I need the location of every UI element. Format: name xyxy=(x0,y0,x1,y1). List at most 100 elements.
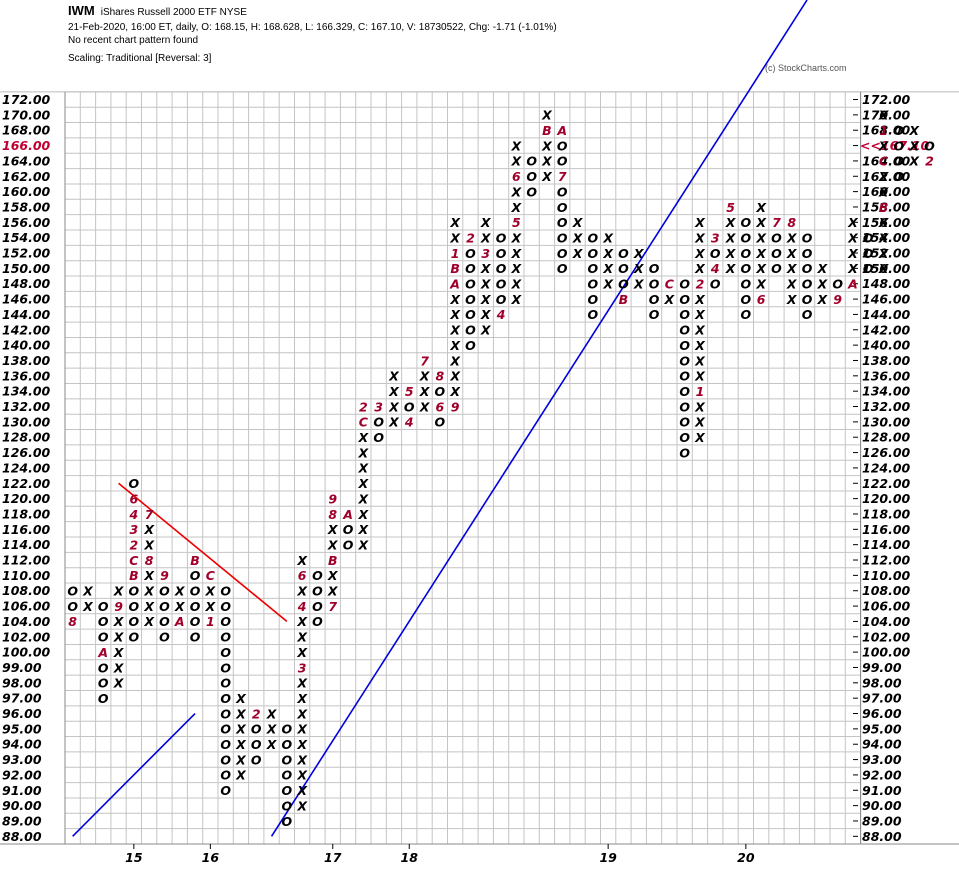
x-box: X xyxy=(296,676,308,691)
x-box: X xyxy=(694,215,706,230)
x-box: X xyxy=(878,215,890,230)
y-tick-label-right: 97.00 xyxy=(862,691,902,706)
y-tick-label-left: 98.00 xyxy=(2,675,42,690)
y-tick-label-left: 154.00 xyxy=(2,230,51,245)
x-box: X xyxy=(388,415,400,430)
o-box: O xyxy=(465,277,476,292)
x-box: X xyxy=(694,230,706,245)
month-marker: 7 xyxy=(145,507,154,522)
o-box: O xyxy=(557,215,568,230)
x-box: X xyxy=(817,292,829,307)
y-tick-label-left: 130.00 xyxy=(2,414,51,429)
x-box: X xyxy=(143,584,155,599)
quote-summary: 21-Feb-2020, 16:00 ET, daily, O: 168.15,… xyxy=(68,22,557,33)
o-box: O xyxy=(373,430,384,445)
x-box: X xyxy=(296,768,308,783)
o-box: O xyxy=(802,230,813,245)
o-box: O xyxy=(679,353,690,368)
o-box: O xyxy=(802,277,813,292)
x-box: X xyxy=(786,261,798,276)
month-marker: 3 xyxy=(711,230,720,245)
y-tick-label-left: 102.00 xyxy=(2,629,51,644)
x-box: X xyxy=(480,292,492,307)
current-price-label: <<167.10 xyxy=(860,138,929,153)
o-box: O xyxy=(98,614,109,629)
o-box: O xyxy=(343,522,354,537)
x-box: X xyxy=(847,215,859,230)
scaling-info: Scaling: Traditional [Reversal: 3] xyxy=(68,53,212,64)
x-box: X xyxy=(113,630,125,645)
o-box: O xyxy=(863,261,874,276)
x-tick-label: 19 xyxy=(599,850,617,865)
o-box: O xyxy=(465,261,476,276)
x-box: X xyxy=(786,277,798,292)
x-box: X xyxy=(235,722,247,737)
x-box: X xyxy=(358,507,370,522)
month-marker: 2 xyxy=(359,399,368,414)
o-box: O xyxy=(282,752,293,767)
y-tick-label-left: 112.00 xyxy=(2,553,51,568)
x-box: X xyxy=(419,399,431,414)
month-marker: C xyxy=(129,553,139,568)
x-box: X xyxy=(878,138,890,153)
y-tick-label-left: 96.00 xyxy=(2,706,42,721)
x-box: X xyxy=(755,200,767,215)
month-marker: 1 xyxy=(451,246,460,261)
x-box: X xyxy=(480,261,492,276)
y-tick-label-right: 92.00 xyxy=(862,767,902,782)
x-box: X xyxy=(755,277,767,292)
x-box: X xyxy=(480,215,492,230)
y-tick-label-left: 100.00 xyxy=(2,645,51,660)
o-box: O xyxy=(282,798,293,813)
y-tick-label-left: 88.00 xyxy=(2,829,42,844)
month-marker: 2 xyxy=(252,706,261,721)
o-box: O xyxy=(465,246,476,261)
y-tick-label-left: 148.00 xyxy=(2,276,51,291)
y-tick-label-left: 106.00 xyxy=(2,599,51,614)
o-box: O xyxy=(496,292,507,307)
o-box: O xyxy=(67,584,78,599)
o-box: O xyxy=(220,722,231,737)
x-box: X xyxy=(878,261,890,276)
y-tick-label-right: 89.00 xyxy=(862,813,902,828)
x-box: X xyxy=(572,230,584,245)
y-tick-label-right: 108.00 xyxy=(862,583,911,598)
x-box: X xyxy=(113,614,125,629)
y-tick-label-left: 122.00 xyxy=(2,476,51,491)
x-box: X xyxy=(327,522,339,537)
o-box: O xyxy=(557,154,568,169)
o-box: O xyxy=(343,537,354,552)
o-box: O xyxy=(557,184,568,199)
x-box: X xyxy=(358,430,370,445)
x-box: X xyxy=(633,277,645,292)
y-tick-label-right: 124.00 xyxy=(862,460,911,475)
month-marker: B xyxy=(190,553,200,568)
month-marker: B xyxy=(619,292,629,307)
y-tick-label-left: 91.00 xyxy=(2,783,42,798)
y-tick-label-right: 99.00 xyxy=(862,660,902,675)
o-box: O xyxy=(741,246,752,261)
o-box: O xyxy=(282,783,293,798)
o-box: O xyxy=(282,768,293,783)
y-tick-label-left: 142.00 xyxy=(2,322,51,337)
month-marker: 2 xyxy=(466,230,475,245)
y-tick-label-right: 100.00 xyxy=(862,645,911,660)
month-marker: 6 xyxy=(435,399,444,414)
y-tick-label-right: 152.00 xyxy=(862,246,911,261)
y-tick-label-left: 172.00 xyxy=(2,92,51,107)
x-box: X xyxy=(358,537,370,552)
o-box: O xyxy=(588,292,599,307)
ticker-symbol: IWM xyxy=(68,3,95,18)
y-tick-label-right: 88.00 xyxy=(862,829,902,844)
o-box: O xyxy=(465,338,476,353)
o-box: O xyxy=(557,138,568,153)
x-box: X xyxy=(694,399,706,414)
o-box: O xyxy=(465,323,476,338)
month-marker: 3 xyxy=(298,660,307,675)
month-marker: A xyxy=(449,277,460,292)
y-tick-label-left: 158.00 xyxy=(2,199,51,214)
y-tick-label-right: 148.00 xyxy=(862,276,911,291)
o-box: O xyxy=(129,476,140,491)
o-box: O xyxy=(190,630,201,645)
x-box: X xyxy=(205,599,217,614)
